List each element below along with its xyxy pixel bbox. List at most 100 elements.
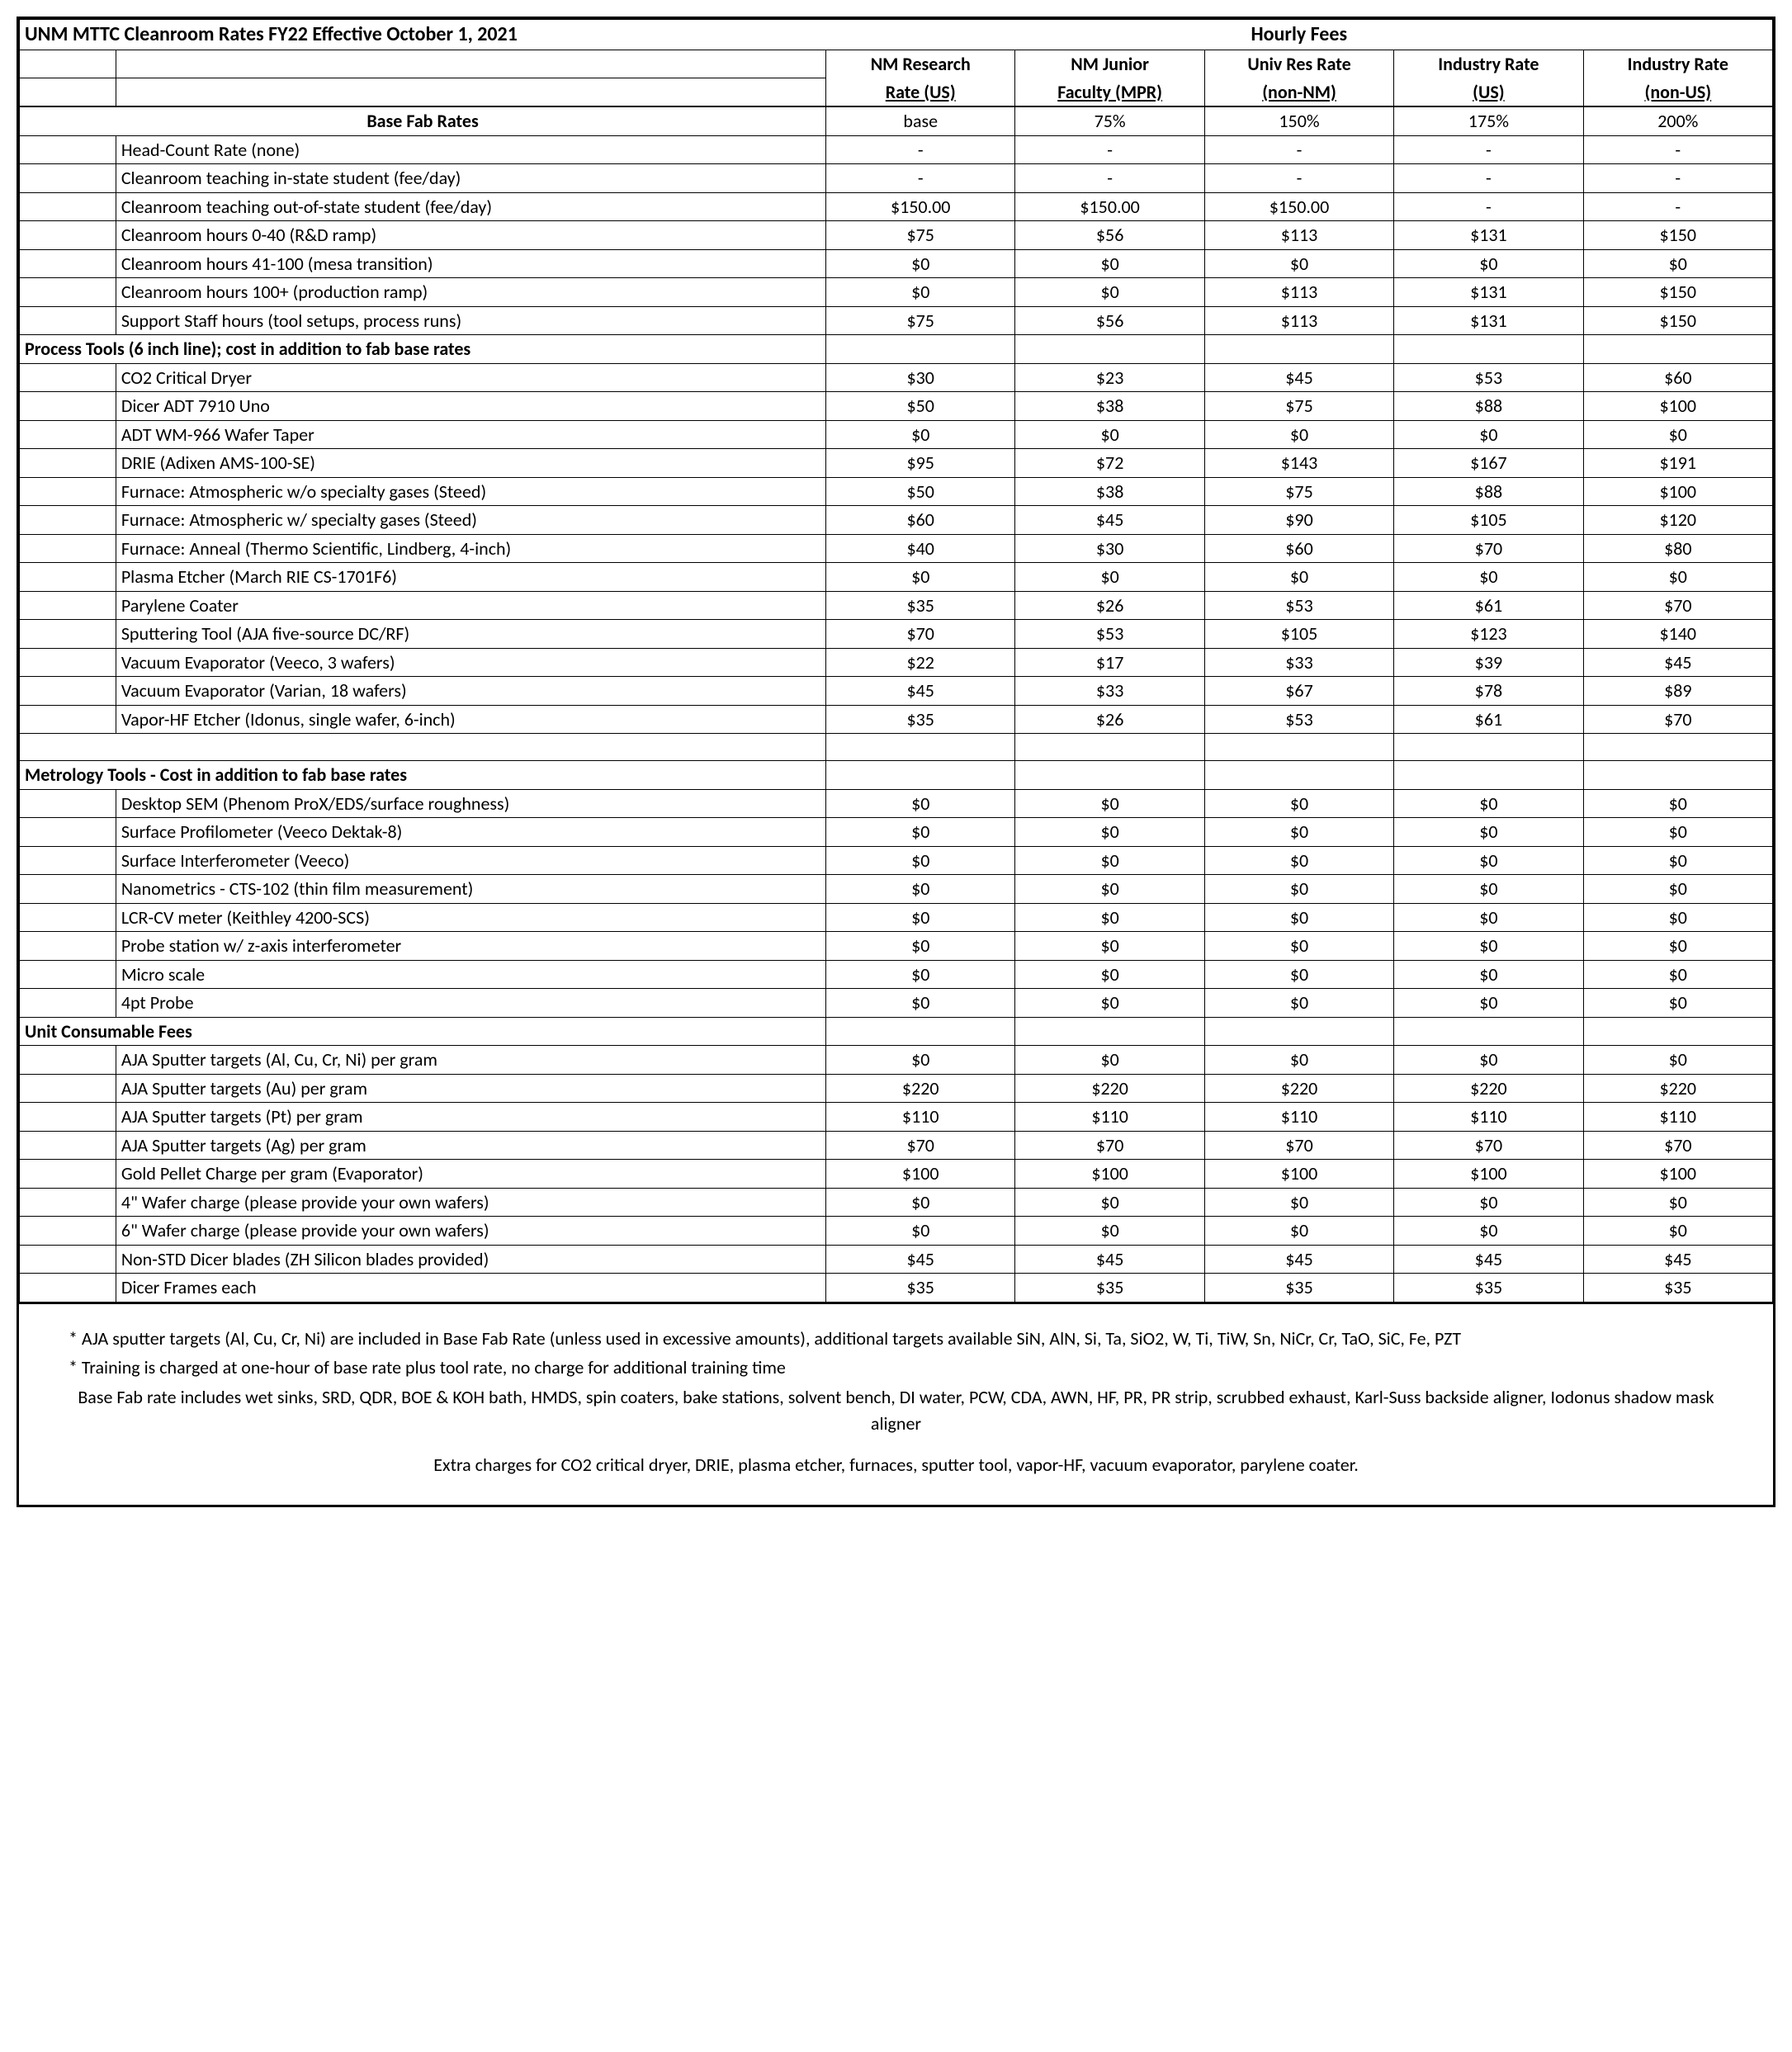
rate-cell: $35 bbox=[1204, 1274, 1393, 1303]
footnote: * Training is charged at one-hour of bas… bbox=[69, 1355, 1723, 1381]
rate-cell: $0 bbox=[1394, 960, 1583, 989]
spacer-cell bbox=[20, 648, 116, 677]
rate-cell: $0 bbox=[1204, 989, 1393, 1018]
spacer-cell bbox=[20, 591, 116, 620]
table-row: AJA Sputter targets (Ag) per gram$70$70$… bbox=[20, 1131, 1773, 1160]
rate-cell: $38 bbox=[1015, 392, 1204, 421]
table-row: Micro scale$0$0$0$0$0 bbox=[20, 960, 1773, 989]
col-header: Industry Rate bbox=[1583, 50, 1772, 78]
rate-cell: $30 bbox=[826, 363, 1015, 392]
table-row: Cleanroom hours 100+ (production ramp)$0… bbox=[20, 278, 1773, 307]
row-label: AJA Sputter targets (Au) per gram bbox=[116, 1074, 825, 1103]
col-header: NM Research bbox=[826, 50, 1015, 78]
rate-cell: $100 bbox=[1583, 392, 1772, 421]
rate-cell: $0 bbox=[1015, 789, 1204, 818]
rate-cell: $0 bbox=[1583, 960, 1772, 989]
rate-cell: $75 bbox=[1204, 392, 1393, 421]
rate-cell: $45 bbox=[1583, 648, 1772, 677]
rate-cell: $70 bbox=[826, 1131, 1015, 1160]
rate-cell: $113 bbox=[1204, 306, 1393, 335]
spacer-cell bbox=[20, 620, 116, 649]
row-label: Vacuum Evaporator (Veeco, 3 wafers) bbox=[116, 648, 825, 677]
table-row: 4" Wafer charge (please provide your own… bbox=[20, 1188, 1773, 1217]
rate-cell: $33 bbox=[1204, 648, 1393, 677]
rate-cell: $0 bbox=[1394, 420, 1583, 449]
rates-table: UNM MTTC Cleanroom Rates FY22 Effective … bbox=[19, 19, 1773, 1303]
rate-cell: $140 bbox=[1583, 620, 1772, 649]
row-label: LCR-CV meter (Keithley 4200-SCS) bbox=[116, 903, 825, 932]
rate-cell: $45 bbox=[1015, 506, 1204, 535]
rate-cell: $0 bbox=[1204, 1217, 1393, 1246]
consumable-header: Unit Consumable Fees bbox=[20, 1017, 826, 1046]
base-val: 175% bbox=[1394, 106, 1583, 135]
table-row: AJA Sputter targets (Al, Cu, Cr, Ni) per… bbox=[20, 1046, 1773, 1075]
rate-cell: $0 bbox=[826, 960, 1015, 989]
row-label: Non-STD Dicer blades (ZH Silicon blades … bbox=[116, 1245, 825, 1274]
rate-cell: $0 bbox=[1015, 278, 1204, 307]
base-val: 200% bbox=[1583, 106, 1772, 135]
rate-cell: $0 bbox=[1204, 1188, 1393, 1217]
spacer-cell bbox=[20, 875, 116, 904]
row-label: Dicer Frames each bbox=[116, 1274, 825, 1303]
rate-cell: $0 bbox=[826, 932, 1015, 961]
table-row: Parylene Coater$35$26$53$61$70 bbox=[20, 591, 1773, 620]
rate-cell: $0 bbox=[1583, 249, 1772, 278]
title-left: UNM MTTC Cleanroom Rates FY22 Effective … bbox=[20, 20, 826, 50]
rate-cell: $0 bbox=[1204, 789, 1393, 818]
spacer-cell bbox=[20, 420, 116, 449]
rate-cell: - bbox=[1015, 164, 1204, 193]
table-row: Dicer Frames each$35$35$35$35$35 bbox=[20, 1274, 1773, 1303]
rate-cell: $75 bbox=[1204, 477, 1393, 506]
rate-cell: $143 bbox=[1204, 449, 1393, 478]
row-label: Surface Profilometer (Veeco Dektak-8) bbox=[116, 818, 825, 847]
rate-cell: $88 bbox=[1394, 477, 1583, 506]
col-subheader: (US) bbox=[1394, 78, 1583, 107]
rate-cell: $35 bbox=[826, 705, 1015, 734]
spacer-cell bbox=[20, 677, 116, 706]
col-subheader: Faculty (MPR) bbox=[1015, 78, 1204, 107]
rate-cell: $70 bbox=[1015, 1131, 1204, 1160]
row-label: Cleanroom teaching in-state student (fee… bbox=[116, 164, 825, 193]
row-label: Surface Interferometer (Veeco) bbox=[116, 846, 825, 875]
spacer-cell bbox=[20, 903, 116, 932]
rate-cell: $35 bbox=[1583, 1274, 1772, 1303]
rate-cell: - bbox=[1583, 135, 1772, 164]
rate-cell: $53 bbox=[1204, 591, 1393, 620]
rate-cell: $26 bbox=[1015, 591, 1204, 620]
rate-cell: $150.00 bbox=[1015, 192, 1204, 221]
spacer-cell bbox=[20, 989, 116, 1018]
row-label: Vapor-HF Etcher (Idonus, single wafer, 6… bbox=[116, 705, 825, 734]
rate-cell: $0 bbox=[826, 1217, 1015, 1246]
rate-cell: $0 bbox=[1204, 960, 1393, 989]
rate-cell: $0 bbox=[1204, 875, 1393, 904]
table-row: Cleanroom hours 41-100 (mesa transition)… bbox=[20, 249, 1773, 278]
rate-cell: $105 bbox=[1204, 620, 1393, 649]
rate-cell: $35 bbox=[826, 1274, 1015, 1303]
row-label: Micro scale bbox=[116, 960, 825, 989]
rate-cell: $0 bbox=[826, 789, 1015, 818]
table-row: Cleanroom teaching in-state student (fee… bbox=[20, 164, 1773, 193]
table-row: Desktop SEM (Phenom ProX/EDS/surface rou… bbox=[20, 789, 1773, 818]
rate-cell: $45 bbox=[1583, 1245, 1772, 1274]
rate-cell: $53 bbox=[1015, 620, 1204, 649]
row-label: Desktop SEM (Phenom ProX/EDS/surface rou… bbox=[116, 789, 825, 818]
rate-cell: $110 bbox=[1394, 1103, 1583, 1132]
rate-cell: $110 bbox=[1583, 1103, 1772, 1132]
rate-cell: $100 bbox=[1583, 477, 1772, 506]
rate-cell: $70 bbox=[1394, 534, 1583, 563]
table-row: Furnace: Anneal (Thermo Scientific, Lind… bbox=[20, 534, 1773, 563]
spacer-cell bbox=[20, 705, 116, 734]
rate-cell: $0 bbox=[1204, 420, 1393, 449]
table-row: ADT WM-966 Wafer Taper$0$0$0$0$0 bbox=[20, 420, 1773, 449]
rate-cell: $0 bbox=[1394, 1188, 1583, 1217]
rate-cell: $67 bbox=[1204, 677, 1393, 706]
spacer-cell bbox=[20, 392, 116, 421]
rate-cell: $0 bbox=[1583, 1188, 1772, 1217]
metrology-header: Metrology Tools - Cost in addition to fa… bbox=[20, 761, 826, 790]
table-row: Vacuum Evaporator (Varian, 18 wafers)$45… bbox=[20, 677, 1773, 706]
spacer-cell bbox=[20, 960, 116, 989]
spacer-cell bbox=[20, 278, 116, 307]
title-row: UNM MTTC Cleanroom Rates FY22 Effective … bbox=[20, 20, 1773, 50]
spacer-cell bbox=[20, 1160, 116, 1189]
spacer-cell bbox=[20, 1245, 116, 1274]
